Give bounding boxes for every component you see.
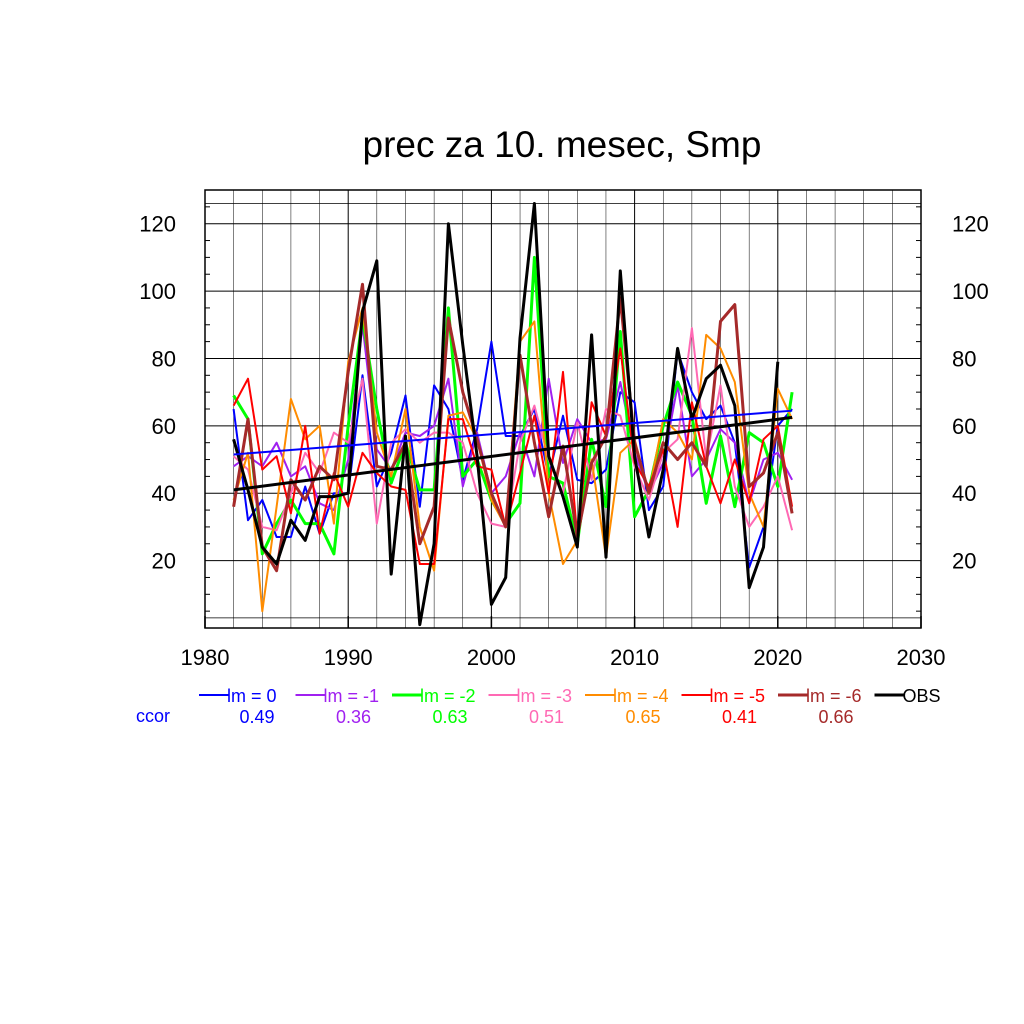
y-tick-label: 120 [139,212,176,237]
ccor-value: 0.51 [529,707,564,727]
ccor-value: 0.63 [432,707,467,727]
legend-label: lm = -3 [517,686,573,706]
plot-frame [204,189,922,629]
y-tick-label-right: 20 [952,549,976,574]
legend-label: lm = -4 [613,686,669,706]
ccor-value: 0.36 [336,707,371,727]
x-tick-label: 1980 [181,645,230,670]
x-tick-label: 1990 [324,645,373,670]
ccor-value: 0.66 [818,707,853,727]
trend-lines [233,409,793,492]
ccor-value: 0.65 [625,707,660,727]
legend-label: lm = -6 [806,686,862,706]
legend-label: lm = -2 [420,686,476,706]
legend-label: lm = -5 [710,686,766,706]
y-tick-label-right: 60 [952,414,976,439]
legend-label: lm = 0 [227,686,277,706]
y-tick-label: 20 [152,549,176,574]
x-tick-label: 2020 [753,645,802,670]
chart-title: prec za 10. mesec, Smp [363,124,762,165]
x-tick-label: 2000 [467,645,516,670]
y-tick-label-right: 120 [952,212,989,237]
ccor-value: 0.49 [239,707,274,727]
y-tick-label: 80 [152,346,176,371]
y-tick-label: 40 [152,481,176,506]
trend-line [233,409,793,456]
series-line [232,202,780,627]
x-tick-label: 2010 [610,645,659,670]
y-tick-label-right: 40 [952,481,976,506]
ccor-label: ccor [136,706,170,726]
y-tick-label: 60 [152,414,176,439]
y-tick-label: 100 [139,279,176,304]
series-lines [232,202,794,627]
y-tick-label-right: 80 [952,346,976,371]
legend-label: lm = -1 [324,686,380,706]
trend-line [233,415,793,492]
x-tick-label: 2030 [897,645,946,670]
ccor-value: 0.41 [722,707,757,727]
legend-label: OBS [903,686,941,706]
series-line [232,347,794,565]
y-tick-label-right: 100 [952,279,989,304]
series-line [232,255,794,556]
